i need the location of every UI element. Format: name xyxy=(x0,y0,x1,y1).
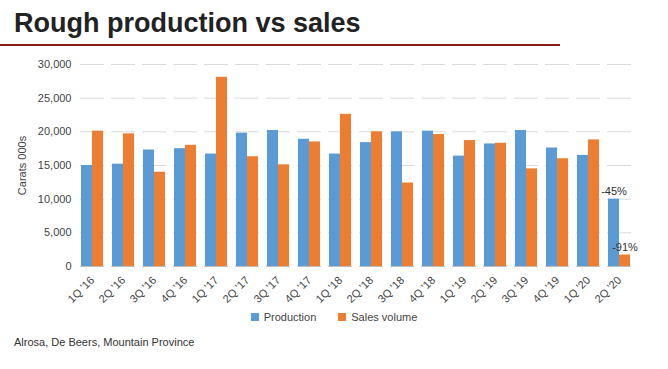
svg-text:4Q '18: 4Q '18 xyxy=(406,274,437,305)
svg-text:0: 0 xyxy=(65,260,71,272)
html-text:Sales volume: Sales volume xyxy=(351,311,418,323)
svg-text:1Q '17: 1Q '17 xyxy=(189,274,220,305)
svg-text:Carats 000s: Carats 000s xyxy=(16,135,28,195)
svg-text:20,000: 20,000 xyxy=(38,125,72,137)
svg-text:3Q '18: 3Q '18 xyxy=(375,274,406,305)
svg-text:3Q '17: 3Q '17 xyxy=(251,274,282,305)
svg-text:2Q '20: 2Q '20 xyxy=(592,274,623,305)
svg-text:4Q '16: 4Q '16 xyxy=(158,274,189,305)
svg-text:1Q '20: 1Q '20 xyxy=(561,274,592,305)
svg-text:3Q '19: 3Q '19 xyxy=(499,274,530,305)
svg-text:4Q '17: 4Q '17 xyxy=(282,274,313,305)
svg-text:2Q '18: 2Q '18 xyxy=(344,274,375,305)
svg-text:10,000: 10,000 xyxy=(38,193,72,205)
html-text:Production: Production xyxy=(263,311,317,323)
svg-text:-45%: -45% xyxy=(601,185,627,197)
svg-text:1Q '16: 1Q '16 xyxy=(65,274,96,305)
svg-text:3Q '16: 3Q '16 xyxy=(127,274,158,305)
svg-text:1Q '18: 1Q '18 xyxy=(313,274,344,305)
svg-text:-91%: -91% xyxy=(612,241,638,253)
html-text:Alrosa, De Beers, Mountain Pro: Alrosa, De Beers, Mountain Province xyxy=(14,336,195,348)
svg-text:15,000: 15,000 xyxy=(38,159,72,171)
svg-text:2Q '17: 2Q '17 xyxy=(220,274,251,305)
svg-text:30,000: 30,000 xyxy=(38,58,72,70)
html-text:Rough production vs sales: Rough production vs sales xyxy=(14,8,361,38)
svg-text:25,000: 25,000 xyxy=(38,92,72,104)
svg-text:2Q '19: 2Q '19 xyxy=(468,274,499,305)
svg-text:4Q '19: 4Q '19 xyxy=(530,274,561,305)
svg-text:2Q '16: 2Q '16 xyxy=(96,274,127,305)
svg-text:1Q '19: 1Q '19 xyxy=(437,274,468,305)
svg-text:5,000: 5,000 xyxy=(44,226,72,238)
